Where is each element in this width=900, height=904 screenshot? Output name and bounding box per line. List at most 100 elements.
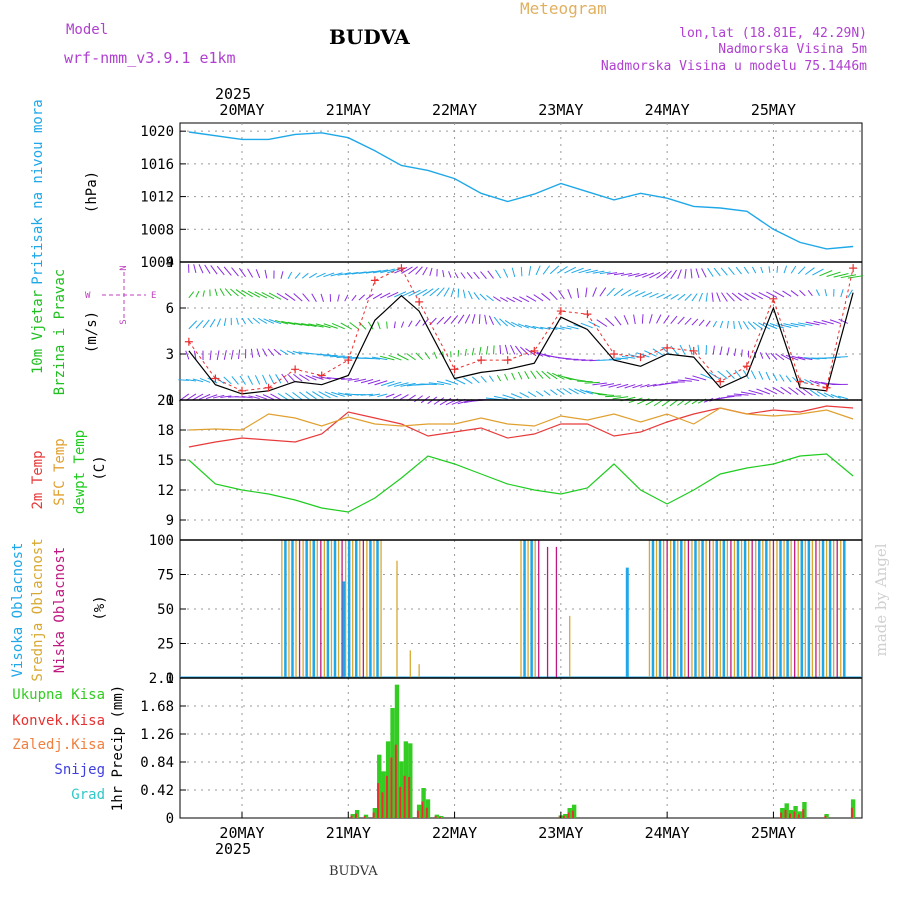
top-date-label-1: 21MAY — [326, 101, 371, 119]
wind-barb — [255, 292, 267, 298]
precip-legend-item-3: Snijeg — [54, 762, 105, 778]
wind-barb — [224, 267, 231, 276]
wind-barb — [467, 272, 472, 278]
wind-barb — [706, 293, 707, 302]
wind-barb — [444, 288, 449, 297]
wind-barb — [713, 346, 714, 355]
dewpt-ylabel: dewpt Temp — [72, 430, 88, 514]
wind-barb — [409, 321, 413, 327]
pressure-ytick-label-2: 1012 — [140, 190, 174, 206]
wind-barb — [510, 345, 514, 354]
wind-barb — [720, 346, 722, 354]
precip-bar-convective — [780, 813, 782, 819]
wind-barb — [528, 392, 536, 397]
temperature-ytick-label-4: 21 — [157, 393, 174, 409]
precip-bar-convective — [824, 816, 826, 818]
wind-barb — [786, 376, 791, 382]
wind-barb — [215, 289, 217, 296]
wind-speed-line — [189, 293, 853, 394]
panels: 1004100810121016102003699121518210255075… — [140, 123, 863, 827]
cloud-mid-ylabel: Srednja Oblacnost — [30, 538, 46, 681]
wind-barb — [196, 320, 203, 328]
wind-barb — [769, 266, 770, 272]
temperature-frame — [180, 400, 862, 540]
wind-barb — [387, 322, 388, 329]
wind-barb — [699, 320, 704, 326]
wind-barb — [699, 293, 702, 301]
wind-barb — [657, 294, 665, 298]
wind-barb — [780, 374, 784, 381]
wind-gust-point — [185, 338, 193, 346]
wind-barb — [742, 350, 743, 357]
wind-barb — [664, 315, 670, 323]
wind-barb — [494, 345, 495, 354]
wind-barb — [657, 315, 661, 324]
wind-barb — [500, 345, 501, 354]
wind-gust-point — [371, 276, 379, 284]
precip-bar-convective — [377, 783, 379, 818]
precip-ytick-label-4: 1.68 — [140, 699, 174, 715]
bottom-date-label-2: 22MAY — [432, 824, 477, 842]
wind-barb — [240, 376, 246, 385]
wind-barb — [721, 396, 735, 398]
wind-barb — [678, 294, 685, 300]
wind-barb — [189, 321, 197, 329]
wind-barb — [463, 378, 472, 384]
wind-barb — [670, 400, 678, 406]
wind-barb — [542, 371, 551, 379]
precip-bar-convective — [386, 776, 388, 818]
wind-barb — [416, 320, 421, 326]
wind-barb — [480, 294, 487, 300]
wind-barb — [269, 293, 281, 299]
wind-barb — [276, 374, 281, 383]
wind-barb — [577, 381, 593, 382]
cloud-unit: (%) — [92, 595, 108, 620]
wind-barb — [718, 371, 728, 379]
wind-barb — [321, 294, 323, 302]
cloud-high-ylabel: Visoka Oblacnost — [10, 543, 26, 678]
dewpt-line — [189, 454, 853, 512]
precip-legend-item-0: Ukupna Kisa — [12, 687, 105, 703]
precip-bar-convective — [572, 811, 574, 818]
wind-ytick-label-3: 9 — [166, 255, 174, 271]
wind-barb — [295, 273, 300, 279]
wind-barb — [378, 322, 381, 329]
wind-barb — [685, 318, 691, 325]
precip-ytick-label-2: 0.84 — [140, 755, 174, 771]
wind-barb — [196, 291, 199, 297]
wind-barb — [217, 319, 220, 327]
wind-barb — [685, 378, 699, 381]
wind-barb — [520, 393, 529, 398]
precip-bar-convective — [798, 814, 800, 818]
credit-label: made by Angel — [872, 543, 890, 656]
wind-barb — [282, 374, 288, 383]
precip-bar-convective — [568, 813, 570, 819]
wind-barb — [720, 321, 722, 328]
wind-barb — [479, 314, 480, 324]
wind-barb — [505, 374, 508, 380]
wind-barb — [727, 321, 728, 328]
wind-barb — [761, 267, 763, 273]
wind-barb — [585, 382, 600, 383]
wind-barb — [691, 269, 692, 279]
wind-barb — [615, 316, 621, 325]
wind-barb — [592, 383, 607, 385]
wind-unit: (m/s) — [84, 311, 100, 353]
wind-barb — [255, 375, 259, 384]
wind-barb — [726, 370, 734, 378]
wind-barb — [512, 373, 515, 380]
wind-barb — [825, 289, 827, 296]
wind-barb — [713, 321, 716, 327]
wind-barb — [671, 294, 679, 299]
wind-barb — [451, 315, 458, 323]
wind-barb — [203, 290, 204, 296]
wind-barb — [262, 349, 266, 357]
precip-bar-convective — [439, 817, 441, 818]
precip-bar-convective — [785, 810, 787, 818]
temperature-ytick-label-2: 15 — [157, 453, 174, 469]
wind-barb — [217, 266, 224, 275]
wind-barb — [224, 318, 226, 326]
